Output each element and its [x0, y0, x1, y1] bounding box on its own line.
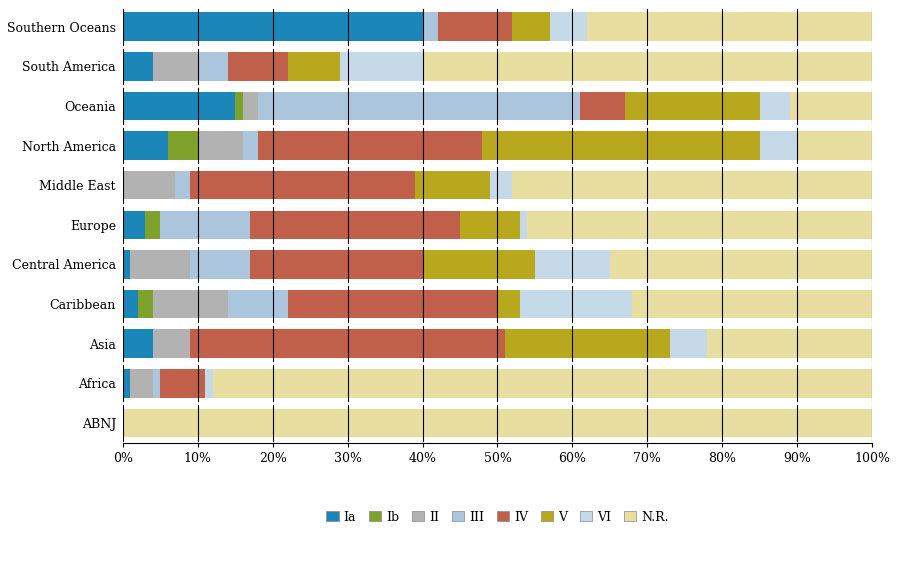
Bar: [243, 92, 257, 120]
Bar: [512, 171, 872, 200]
Bar: [190, 171, 415, 200]
Bar: [138, 290, 152, 319]
Bar: [152, 369, 161, 398]
Bar: [228, 52, 288, 81]
Bar: [288, 52, 340, 81]
Bar: [520, 211, 527, 239]
Bar: [632, 290, 872, 319]
Bar: [161, 211, 250, 239]
Bar: [340, 52, 422, 81]
Bar: [527, 211, 872, 239]
Bar: [498, 290, 520, 319]
Legend: Ia, Ib, II, III, IV, V, VI, N.R.: Ia, Ib, II, III, IV, V, VI, N.R.: [321, 505, 674, 529]
Bar: [123, 52, 152, 81]
Bar: [490, 171, 512, 200]
Bar: [123, 409, 872, 437]
Bar: [213, 369, 872, 398]
Bar: [152, 52, 198, 81]
Bar: [625, 92, 760, 120]
Bar: [438, 13, 512, 41]
Bar: [123, 369, 130, 398]
Bar: [707, 329, 872, 358]
Bar: [123, 329, 152, 358]
Bar: [588, 13, 872, 41]
Bar: [579, 92, 625, 120]
Bar: [415, 171, 490, 200]
Bar: [257, 132, 483, 160]
Bar: [422, 52, 872, 81]
Bar: [145, 211, 161, 239]
Bar: [512, 13, 550, 41]
Bar: [250, 250, 422, 279]
Bar: [123, 132, 168, 160]
Bar: [422, 250, 535, 279]
Bar: [670, 329, 707, 358]
Bar: [123, 211, 145, 239]
Bar: [243, 132, 257, 160]
Bar: [797, 132, 872, 160]
Bar: [789, 92, 872, 120]
Bar: [483, 132, 760, 160]
Bar: [205, 369, 213, 398]
Bar: [288, 290, 498, 319]
Bar: [520, 290, 632, 319]
Bar: [550, 13, 588, 41]
Bar: [535, 250, 610, 279]
Bar: [152, 290, 228, 319]
Bar: [235, 92, 243, 120]
Bar: [161, 369, 205, 398]
Bar: [460, 211, 520, 239]
Bar: [130, 250, 190, 279]
Bar: [123, 171, 175, 200]
Bar: [198, 52, 228, 81]
Bar: [257, 92, 579, 120]
Bar: [760, 92, 789, 120]
Bar: [152, 329, 190, 358]
Bar: [168, 132, 198, 160]
Bar: [760, 132, 797, 160]
Bar: [123, 92, 235, 120]
Bar: [422, 13, 438, 41]
Bar: [198, 132, 243, 160]
Bar: [130, 369, 152, 398]
Bar: [123, 250, 130, 279]
Bar: [190, 329, 505, 358]
Bar: [228, 290, 288, 319]
Bar: [123, 13, 422, 41]
Bar: [123, 290, 138, 319]
Bar: [190, 250, 250, 279]
Bar: [175, 171, 190, 200]
Bar: [250, 211, 460, 239]
Bar: [505, 329, 670, 358]
Bar: [610, 250, 872, 279]
